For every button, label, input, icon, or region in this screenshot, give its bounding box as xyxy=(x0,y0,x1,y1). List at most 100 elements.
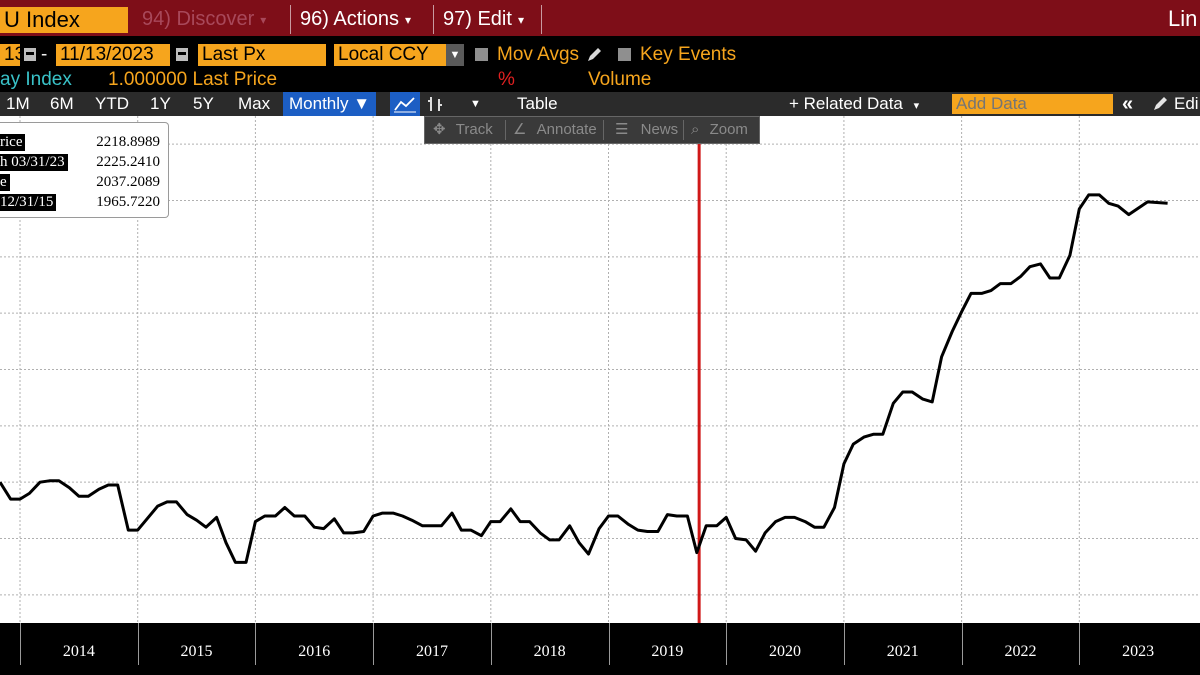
news-icon: ☰ xyxy=(615,121,629,138)
chevron-down-icon: ▾ xyxy=(404,12,411,27)
x-tick-label: 2019 xyxy=(651,643,684,660)
chevron-down-icon: ▾ xyxy=(913,100,920,112)
related-data-button[interactable]: + Related Data ▾ xyxy=(789,92,919,116)
divider xyxy=(603,120,604,140)
period-5y[interactable]: 5Y xyxy=(193,94,214,113)
pencil-icon[interactable] xyxy=(585,46,603,64)
period-1y[interactable]: 1Y xyxy=(150,94,171,113)
divider xyxy=(541,5,542,34)
axis-separator xyxy=(490,623,492,665)
field-selector[interactable]: Last Px xyxy=(198,44,326,66)
legend-box[interactable]: rice 2218.8989 h 03/31/23 2225.2410 e 20… xyxy=(0,122,169,218)
period-1m[interactable]: 1M xyxy=(6,94,30,113)
divider xyxy=(683,120,684,140)
chart-tools-toolbar: ✥ Track ∠ Annotate ☰ News ⌕ Zoom xyxy=(424,116,760,144)
news-button[interactable]: ☰ News xyxy=(615,117,678,143)
chart-plot[interactable] xyxy=(0,116,1200,623)
x-tick-label: 2023 xyxy=(1122,643,1155,660)
currency-selector[interactable]: Local CCY xyxy=(334,44,446,66)
axis-separator xyxy=(961,623,963,665)
legend-value: 2037.2089 xyxy=(96,174,160,190)
chevron-down-icon[interactable]: ▼ xyxy=(446,44,464,66)
mov-avgs-label: Mov Avgs xyxy=(497,44,580,65)
axis-separator xyxy=(137,623,139,665)
annotate-button[interactable]: ∠ Annotate xyxy=(513,117,597,143)
bar-chart-icon[interactable] xyxy=(424,94,448,114)
annotate-label: Annotate xyxy=(536,121,597,138)
legend-value: 2218.8989 xyxy=(96,134,160,150)
x-tick-label: 2014 xyxy=(62,643,95,660)
frequency-selector[interactable]: Monthly ▼ xyxy=(283,92,377,116)
end-date-field[interactable]: 11/13/2023 xyxy=(56,44,170,66)
axis-separator xyxy=(726,623,728,665)
crosshair-icon: ✥ xyxy=(433,121,446,138)
axis-separator xyxy=(255,623,257,665)
zoom-label: Zoom xyxy=(709,121,748,138)
zoom-button[interactable]: ⌕ Zoom xyxy=(691,117,748,143)
edit-button[interactable]: Edi xyxy=(1174,94,1199,113)
price-chart[interactable] xyxy=(0,116,1200,623)
axis-separator xyxy=(1079,623,1081,665)
x-tick-label: 2017 xyxy=(415,643,448,660)
axis-separator xyxy=(20,623,21,665)
legend-value: 2225.2410 xyxy=(96,154,160,170)
tab-actions-label: 96) Actions xyxy=(300,8,399,30)
legend-label: rice xyxy=(0,134,26,151)
date-dash: - xyxy=(41,44,48,65)
pencil-icon[interactable] xyxy=(1151,95,1169,113)
calendar-icon[interactable] xyxy=(24,48,36,61)
table-button[interactable]: Table xyxy=(517,94,558,113)
divider xyxy=(505,120,506,140)
pencil-icon: ∠ xyxy=(513,121,527,138)
legend-label: 12/31/15 xyxy=(0,194,57,211)
tab-actions[interactable]: 96) Actions ▾ xyxy=(294,4,417,34)
track-button[interactable]: ✥ Track xyxy=(433,117,493,143)
tab-edit[interactable]: 97) Edit ▾ xyxy=(437,4,530,34)
calendar-icon[interactable] xyxy=(176,48,188,61)
legend-label: h 03/31/23 xyxy=(0,154,68,171)
divider xyxy=(433,5,434,34)
tab-discover[interactable]: 94) Discover ▾ xyxy=(136,4,272,34)
period-6m[interactable]: 6M xyxy=(50,94,74,113)
x-tick-label: 2020 xyxy=(769,643,802,660)
x-tick-label: 2016 xyxy=(298,643,331,660)
params-bar: 13 - 11/13/2023 Last Px Local CCY ▼ Mov … xyxy=(0,36,1200,72)
chevron-down-icon[interactable]: ▼ xyxy=(470,98,481,110)
header-bar: U Index 94) Discover ▾ 96) Actions ▾ 97) E… xyxy=(0,0,1200,36)
related-data-label: + Related Data xyxy=(789,94,903,113)
legend-value: 1965.7220 xyxy=(96,194,160,210)
security-field[interactable]: U Index xyxy=(0,7,128,33)
tab-discover-label: 94) Discover xyxy=(142,8,255,30)
legend-row: 12/31/15 1965.7220 xyxy=(0,193,166,211)
series-name: ay Index xyxy=(0,69,72,90)
volume-label: Volume xyxy=(588,69,652,90)
key-events-label: Key Events xyxy=(640,44,737,65)
divider xyxy=(290,5,291,34)
mov-avgs-checkbox[interactable] xyxy=(475,48,488,61)
news-label: News xyxy=(640,121,679,138)
period-ytd[interactable]: YTD xyxy=(95,94,129,113)
percent-label: % xyxy=(498,69,515,90)
chevron-down-icon: ▾ xyxy=(260,12,267,27)
search-icon: ⌕ xyxy=(691,121,700,138)
period-max[interactable]: Max xyxy=(238,94,271,113)
axis-separator xyxy=(373,623,375,665)
key-events-checkbox[interactable] xyxy=(618,48,631,61)
track-label: Track xyxy=(455,121,493,138)
chart-toolbar: 1M 6M YTD 1Y 5Y Max Monthly ▼ ▼ Table + … xyxy=(0,92,1200,116)
legend-row: rice 2218.8989 xyxy=(0,133,166,151)
start-date-field[interactable]: 13 xyxy=(0,44,25,66)
series-row: ay Index 1.000000 Last Price % Volume xyxy=(0,68,1200,92)
series-value: 1.000000 Last Price xyxy=(108,69,278,90)
chart-type-label[interactable]: Lin xyxy=(1168,6,1198,31)
x-axis: 2014 2015 2016 2017 2018 2019 2020 2021 2022 2023 xyxy=(0,623,1200,675)
x-tick-label: 2018 xyxy=(533,643,566,660)
axis-separator xyxy=(608,623,610,665)
collapse-icon[interactable]: « xyxy=(1122,93,1134,115)
x-tick-label: 2015 xyxy=(180,643,213,660)
chevron-down-icon: ▾ xyxy=(517,12,524,27)
add-data-input[interactable] xyxy=(952,94,1113,114)
x-tick-label: 2022 xyxy=(1004,643,1037,660)
x-tick-label: 2021 xyxy=(886,643,919,660)
line-chart-icon[interactable] xyxy=(390,92,420,116)
